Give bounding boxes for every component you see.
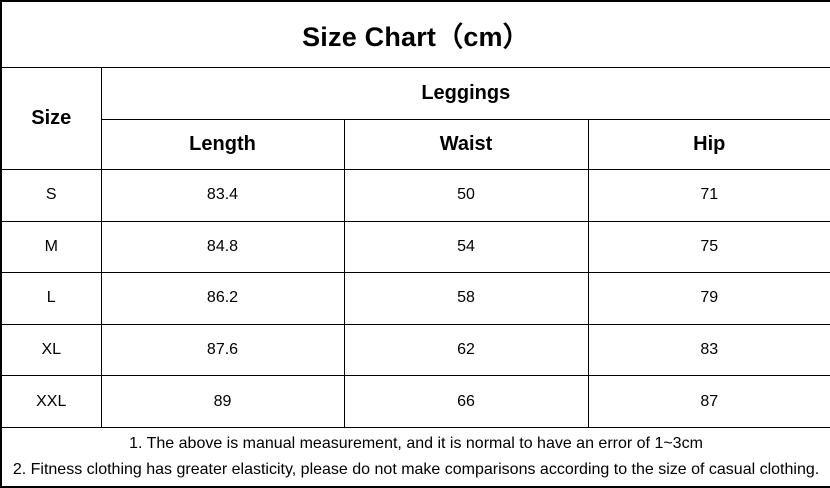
sub-header-row: Length Waist Hip xyxy=(1,118,830,171)
title-row: Size Chart（cm） xyxy=(0,0,830,69)
column-header-size: Size xyxy=(0,67,102,171)
cell-waist-value: 50 xyxy=(343,169,589,222)
table-row-m: M 84.8 54 75 xyxy=(0,220,830,274)
table-row-s: S 83.4 50 71 xyxy=(0,169,830,222)
note-line-2: 2. Fitness clothing has greater elastici… xyxy=(12,460,820,478)
group-header-leggings: Leggings xyxy=(100,67,830,120)
cell-length-value: 86.2 xyxy=(100,272,345,325)
page-title: Size Chart（cm） xyxy=(0,0,830,69)
table-row-l: L 86.2 58 79 xyxy=(0,272,830,325)
cell-hip-value: 71 xyxy=(587,169,830,222)
cell-size-label: S xyxy=(0,169,102,222)
column-header-length: Length xyxy=(100,118,345,171)
cell-length-value: 87.6 xyxy=(100,323,345,377)
cell-size-label: M xyxy=(0,220,102,274)
table-row-xl: XL 87.6 62 83 xyxy=(0,323,830,377)
cell-length-value: 89 xyxy=(100,375,345,428)
notes-row: 1. The above is manual measurement, and … xyxy=(0,426,830,488)
cell-hip-value: 87 xyxy=(587,375,830,428)
column-header-hip: Hip xyxy=(587,118,830,171)
cell-waist-value: 66 xyxy=(343,375,589,428)
cell-size-label: XXL xyxy=(0,375,102,428)
column-header-waist: Waist xyxy=(343,118,589,171)
cell-hip-value: 79 xyxy=(587,272,830,325)
cell-hip-value: 83 xyxy=(587,323,830,377)
cell-waist-value: 62 xyxy=(343,323,589,377)
cell-size-label: XL xyxy=(0,323,102,377)
group-header-row: Size Leggings xyxy=(0,67,830,171)
notes-cell: 1. The above is manual measurement, and … xyxy=(0,426,830,488)
cell-length-value: 83.4 xyxy=(100,169,345,222)
cell-size-label: L xyxy=(0,272,102,325)
cell-hip-value: 75 xyxy=(587,220,830,274)
cell-waist-value: 58 xyxy=(343,272,589,325)
note-line-1: 1. The above is manual measurement, and … xyxy=(129,434,703,452)
table-row-xxl: XXL 89 66 87 xyxy=(0,375,830,428)
cell-length-value: 84.8 xyxy=(100,220,345,274)
cell-waist-value: 54 xyxy=(343,220,589,274)
